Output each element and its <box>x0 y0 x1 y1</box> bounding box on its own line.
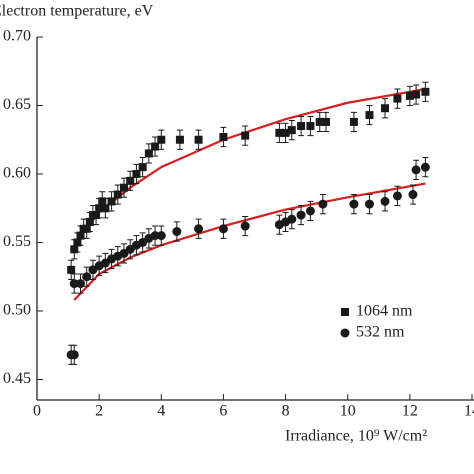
square-marker <box>349 117 358 126</box>
legend-label: 532 nm <box>356 324 405 341</box>
square-marker <box>82 224 91 233</box>
x-tick-label: 10 <box>340 403 356 420</box>
x-tick-label: 8 <box>282 403 290 420</box>
circle-marker <box>69 350 79 360</box>
circle-marker <box>420 162 430 172</box>
y-tick-label: 0.45 <box>3 370 31 387</box>
x-tick-label: 6 <box>219 403 227 420</box>
square-marker <box>144 149 153 158</box>
circle-marker <box>349 199 359 209</box>
square-marker <box>321 117 330 126</box>
square-marker <box>132 169 141 178</box>
x-tick-label: 2 <box>95 403 103 420</box>
square-marker <box>219 132 228 141</box>
square-marker <box>73 238 82 247</box>
circle-marker <box>172 227 182 237</box>
square-marker <box>241 131 250 140</box>
x-tick-label: 12 <box>402 403 418 420</box>
circle-marker <box>287 214 297 224</box>
square-marker <box>381 104 389 113</box>
square-marker <box>107 197 116 206</box>
chart-title: Electron temperature, eV <box>0 3 154 20</box>
y-tick-label: 0.70 <box>3 28 31 45</box>
square-marker <box>76 231 85 240</box>
square-marker <box>113 190 122 199</box>
square-marker <box>175 135 184 144</box>
square-marker <box>421 87 430 96</box>
y-tick-label: 0.55 <box>3 233 31 250</box>
circle-marker <box>150 231 160 241</box>
square-marker <box>70 245 79 254</box>
circle-marker <box>82 272 92 282</box>
fit-curve <box>73 182 426 301</box>
circle-marker <box>380 196 390 206</box>
circle-marker <box>218 224 228 234</box>
circle-marker <box>408 190 418 200</box>
square-marker <box>98 197 107 206</box>
square-marker <box>281 128 290 137</box>
square-marker <box>275 128 284 137</box>
circle-marker <box>240 221 250 231</box>
square-marker <box>101 204 110 213</box>
square-marker <box>412 90 421 99</box>
square-marker <box>315 117 324 126</box>
circle-marker <box>69 279 79 289</box>
circle-marker <box>318 199 328 209</box>
circle-marker <box>364 199 374 209</box>
legend-marker <box>340 328 350 338</box>
square-marker <box>85 217 94 226</box>
square-marker <box>120 183 128 192</box>
square-marker <box>405 91 414 100</box>
x-tick-label: 14 <box>464 403 474 420</box>
circle-marker <box>296 210 306 220</box>
square-marker <box>95 204 104 213</box>
y-tick-label: 0.60 <box>3 165 31 182</box>
square-marker <box>297 122 306 131</box>
square-marker <box>157 135 166 144</box>
legend-label: 1064 nm <box>356 303 413 320</box>
legend-marker <box>341 308 349 316</box>
square-marker <box>194 135 203 144</box>
x-axis-label: Irradiance, 10⁹ W/cm² <box>285 428 427 445</box>
circle-marker <box>76 279 85 289</box>
square-marker <box>393 94 402 103</box>
square-marker <box>306 122 315 131</box>
circle-marker <box>194 224 204 234</box>
y-tick-label: 0.65 <box>3 96 31 113</box>
x-tick-label: 0 <box>33 403 41 420</box>
y-tick-label: 0.50 <box>3 302 31 319</box>
square-marker <box>138 163 147 172</box>
square-marker <box>151 142 160 151</box>
circle-marker <box>392 191 402 201</box>
circle-marker <box>305 206 315 216</box>
square-marker <box>287 126 296 135</box>
x-tick-label: 4 <box>157 403 165 420</box>
square-marker <box>67 265 76 274</box>
circle-marker <box>156 231 166 241</box>
square-marker <box>92 211 101 220</box>
square-marker <box>365 111 374 120</box>
square-marker <box>126 176 135 185</box>
circle-marker <box>411 165 421 175</box>
